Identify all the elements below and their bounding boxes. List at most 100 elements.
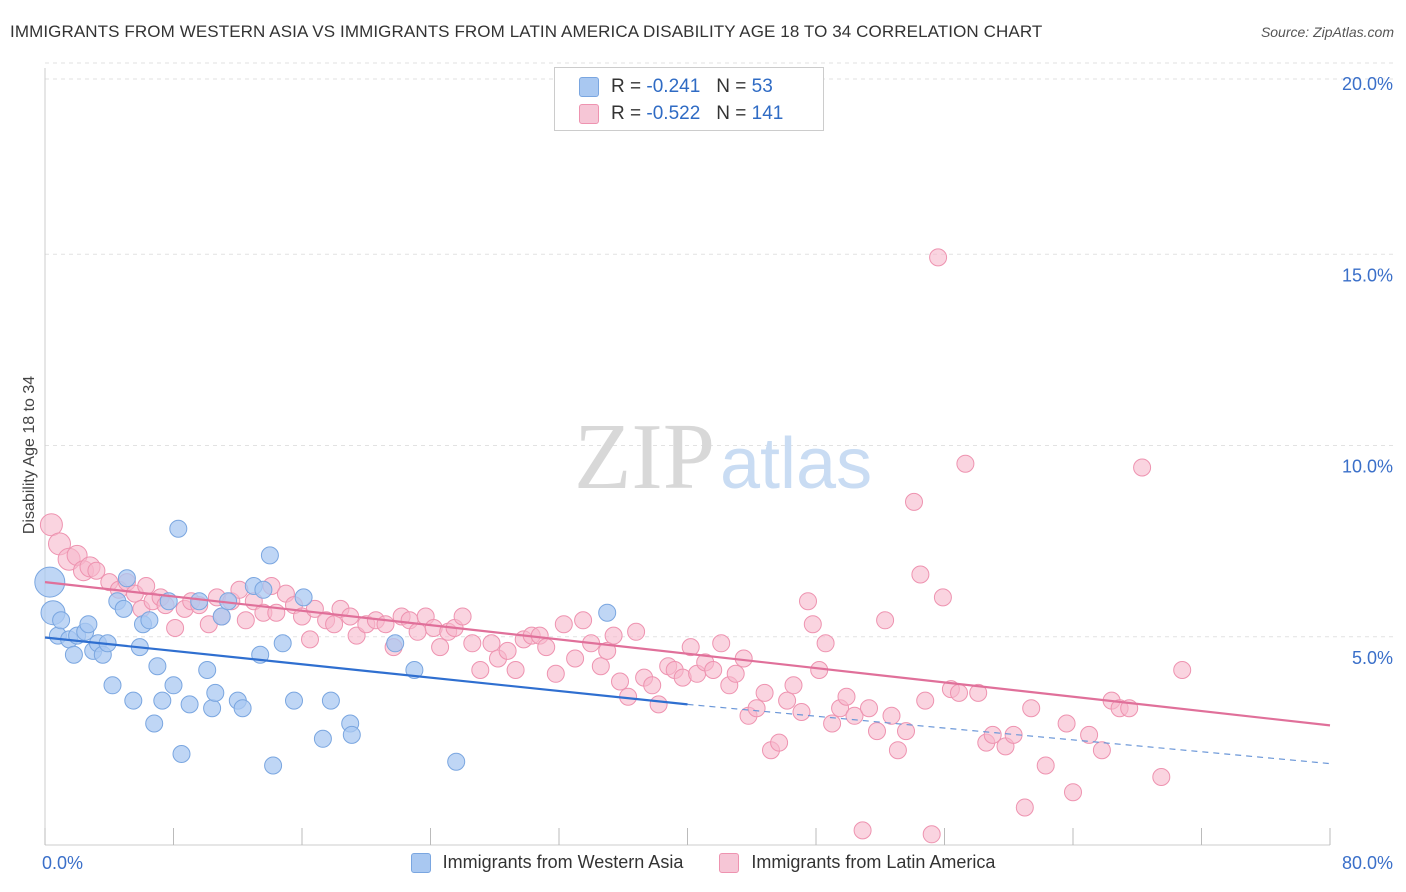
latin-america-point <box>823 714 842 733</box>
latin-america-point <box>463 634 482 653</box>
latin-america-point <box>166 619 185 637</box>
latin-america-point <box>860 699 878 718</box>
axes <box>44 68 1331 846</box>
western-asia-point <box>180 695 199 714</box>
western-asia-point <box>254 580 273 599</box>
latin-america-point <box>784 676 803 695</box>
latin-america-point <box>770 733 789 752</box>
watermark-zip: ZIP <box>574 405 715 509</box>
latin-america-point <box>376 615 395 634</box>
latin-america-point <box>649 695 668 714</box>
watermark-atlas: atlas <box>720 424 872 504</box>
latin-america-point <box>747 699 766 718</box>
latin-america-point <box>704 661 723 679</box>
western-asia-point <box>52 611 71 630</box>
latin-america-point <box>546 664 565 683</box>
latin-america-point <box>837 687 856 706</box>
western-asia-point <box>321 691 340 710</box>
tick-labels: 5.0% 10.0% 15.0% 20.0% 0.0% 80.0% <box>42 74 1393 873</box>
x-tick-label: 80.0% <box>1342 853 1393 873</box>
latin-america-point <box>325 615 344 634</box>
legend-item-latin-america: Immigrants from Latin America <box>719 852 995 873</box>
latin-america-point <box>911 565 930 584</box>
latin-america-point <box>598 641 617 660</box>
western-asia-point <box>233 699 252 718</box>
blue-swatch <box>579 77 599 97</box>
x-tick-label: 0.0% <box>42 853 83 873</box>
latin-america-point <box>950 683 968 702</box>
latin-america-point <box>888 741 907 760</box>
pink-swatch <box>719 852 740 873</box>
latin-america-point <box>627 622 646 641</box>
latin-america-point <box>643 676 662 695</box>
latin-america-point <box>929 248 948 267</box>
latin-america-point <box>566 649 585 668</box>
latin-america-point <box>916 691 935 710</box>
y-tick-label: 20.0% <box>1342 74 1393 94</box>
western-asia-point <box>264 756 283 775</box>
latin-america-point <box>236 611 255 630</box>
n-label: N = <box>716 76 747 97</box>
latin-america-point <box>554 615 573 634</box>
latin-america-point <box>726 664 745 683</box>
latin-america-point <box>498 641 517 660</box>
western-asia-trend-extension <box>687 703 1331 765</box>
chart-title: IMMIGRANTS FROM WESTERN ASIA VS IMMIGRAN… <box>10 22 1043 41</box>
latin-america-point <box>1092 741 1111 760</box>
western-asia-point <box>169 519 188 538</box>
latin-america-point <box>574 611 593 630</box>
latin-america-point <box>876 611 895 630</box>
western-asia-point <box>273 634 292 653</box>
western-asia-point <box>114 599 133 618</box>
n-value: 141 <box>751 103 784 124</box>
trend-lines <box>44 581 1331 765</box>
y-tick-label: 10.0% <box>1342 457 1393 477</box>
western-asia-point <box>124 691 143 710</box>
western-asia-point <box>212 607 231 626</box>
western-asia-point <box>447 752 466 771</box>
latin-america-point <box>1080 725 1099 744</box>
pink-swatch <box>579 104 599 124</box>
latin-america-point <box>681 638 700 657</box>
r-label: R = <box>611 103 642 124</box>
latin-america-point <box>868 722 886 741</box>
blue-swatch <box>410 852 431 873</box>
y-tick-label: 5.0% <box>1352 648 1393 668</box>
western-asia-point <box>79 615 98 634</box>
western-asia-point <box>260 546 279 565</box>
western-asia-point <box>342 725 361 744</box>
latin-america-point <box>792 703 811 721</box>
latin-america-point <box>301 630 319 649</box>
western-asia-point <box>172 745 191 763</box>
latin-america-point <box>956 454 975 473</box>
legend-item-western-asia: Immigrants from Western Asia <box>410 852 683 873</box>
western-asia-point <box>145 714 164 733</box>
western-asia-point <box>598 603 617 622</box>
n-label: N = <box>716 103 747 124</box>
latin-america-trend-line <box>44 581 1331 727</box>
latin-america-point <box>845 706 864 725</box>
latin-america-point <box>471 661 490 679</box>
latin-america-point <box>506 661 525 679</box>
western-asia-point <box>313 729 332 748</box>
correlation-legend: R = -0.241 N = 53 R = -0.522 N = 141 <box>554 67 824 131</box>
latin-america-point <box>537 638 556 657</box>
series-legend: Immigrants from Western Asia Immigrants … <box>0 852 1406 873</box>
latin-america-point <box>816 634 835 653</box>
latin-america-point <box>799 592 817 611</box>
r-value: -0.241 <box>646 76 701 97</box>
western-asia-point <box>206 683 225 702</box>
latin-america-point <box>755 683 774 702</box>
latin-america-point <box>1133 458 1152 477</box>
western-asia-point <box>203 699 222 718</box>
latin-america-point <box>604 626 623 645</box>
latin-america-point <box>1173 661 1192 679</box>
western-asia-trend-line <box>44 636 688 706</box>
western-asia-point <box>198 661 217 679</box>
latin-america-point <box>611 672 629 691</box>
latin-america-point <box>453 607 472 626</box>
western-asia-point <box>405 661 424 679</box>
latin-america-point <box>922 825 941 844</box>
latin-america-point <box>87 561 106 580</box>
y-tick-label: 15.0% <box>1342 265 1393 285</box>
